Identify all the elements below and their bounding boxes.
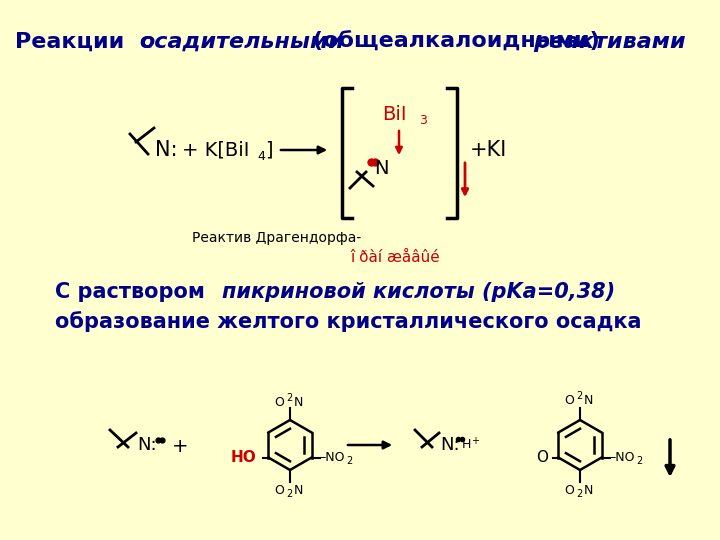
Text: O: O (564, 483, 574, 496)
Text: N:: N: (440, 436, 459, 454)
Text: пикриновой кислоты (pKa=0,38): пикриновой кислоты (pKa=0,38) (222, 282, 615, 302)
Text: O: O (274, 395, 284, 408)
Text: H: H (462, 438, 472, 451)
Text: 2: 2 (346, 456, 353, 467)
Text: –NO: –NO (610, 451, 635, 464)
Text: O: O (274, 483, 284, 496)
Text: ]: ] (265, 140, 272, 159)
Text: (общеалкалоидными): (общеалкалоидными) (305, 32, 608, 52)
Text: + K[BiI: + K[BiI (182, 140, 249, 159)
Text: –NO: –NO (320, 451, 345, 464)
Text: N: N (584, 483, 593, 496)
Text: Реактив Драгендорфа-: Реактив Драгендорфа- (192, 231, 361, 245)
Text: Реакции  с: Реакции с (15, 32, 161, 52)
Text: 2: 2 (636, 456, 643, 467)
Text: +: + (172, 437, 189, 456)
Text: BiI: BiI (382, 105, 406, 125)
Text: 3: 3 (419, 113, 427, 126)
Text: осадительными: осадительными (139, 32, 344, 52)
Text: î ðàí æåâûé: î ðàí æåâûé (350, 251, 440, 266)
Text: С раствором: С раствором (55, 282, 220, 302)
Text: N: N (294, 395, 303, 408)
Text: N:: N: (155, 140, 178, 160)
Text: 4: 4 (257, 150, 265, 163)
Text: образование желтого кристаллического осадка: образование желтого кристаллического оса… (55, 312, 642, 333)
Text: реактивами: реактивами (533, 32, 685, 52)
Text: N: N (584, 394, 593, 407)
Text: N: N (294, 483, 303, 496)
Text: 2: 2 (286, 489, 292, 499)
Text: N:: N: (137, 436, 157, 454)
Text: 2: 2 (286, 393, 292, 403)
Text: N: N (374, 159, 389, 178)
Text: HO: HO (230, 450, 256, 465)
Text: +: + (471, 436, 479, 446)
Text: O: O (564, 394, 574, 407)
Text: 2: 2 (576, 489, 582, 499)
Text: +KI: +KI (470, 140, 508, 160)
Text: O: O (536, 450, 549, 465)
Text: 2: 2 (576, 391, 582, 401)
